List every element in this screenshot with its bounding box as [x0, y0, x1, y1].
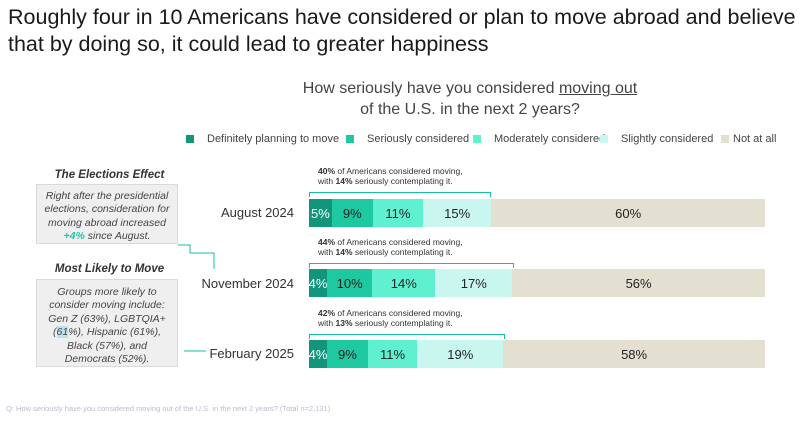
legend-label: Definitely planning to move: [207, 133, 340, 145]
chart-title-part1: How seriously have you considered: [302, 80, 559, 97]
most-likely-mark: 61: [56, 326, 69, 339]
bar-segment-slightly-considered: 17%: [435, 269, 513, 297]
data-label: 9%: [342, 205, 362, 221]
chart-title-underlined: moving out: [558, 80, 638, 97]
data-label: 56%: [625, 275, 652, 291]
most-likely-text: Groups more likely to consider moving in…: [48, 286, 166, 339]
data-label: 19%: [447, 346, 474, 362]
most-likely-title: Most Likely to Move: [54, 263, 165, 275]
bar-segment-not-at-all: 56%: [512, 269, 765, 297]
legend-label: Seriously considered: [367, 133, 470, 145]
annotation-pre: with: [318, 318, 336, 328]
connector-elections: [178, 244, 215, 269]
bar-segment-moderately-considered: 14%: [372, 269, 436, 297]
annotation-pct2: 13%: [335, 318, 353, 328]
bar-segment-seriously-considered: 9%: [331, 199, 373, 227]
annotation-feb-2025: 42% of Americans considered moving, with…: [318, 308, 463, 328]
bar-segment-not-at-all: 60%: [491, 199, 765, 227]
bar-segment-seriously-considered: 9%: [327, 340, 368, 368]
data-label: 14%: [390, 275, 417, 291]
chart-title-part2: of the U.S. in the next 2 years?: [360, 101, 580, 118]
annotation-pct: 40%: [318, 166, 336, 176]
data-label: 4%: [309, 346, 328, 362]
bar-segment-definitely-planning: 4%: [309, 269, 328, 297]
row-label-aug-2024: August 2024: [220, 205, 294, 220]
annotation-pct: 44%: [318, 237, 336, 247]
legend-label: Not at all: [733, 133, 777, 145]
legend-label: Moderately considered: [494, 133, 606, 145]
bar-segment-moderately-considered: 11%: [372, 199, 423, 227]
bar-segment-definitely-planning: 4%: [309, 340, 328, 368]
bar-aug-2024: 5% 9% 11% 15% 60%: [309, 199, 765, 227]
annotation-text: of Americans considered moving,: [335, 237, 463, 247]
most-likely-text-end: %), Hispanic (61%), Black (57%), and Dem…: [64, 326, 161, 366]
elections-effect-highlight: +4%: [63, 230, 85, 243]
data-label: 60%: [615, 205, 642, 221]
row-label-nov-2024: November 2024: [201, 276, 295, 291]
elections-effect-text: Right after the presidential elections, …: [44, 190, 170, 229]
legend-swatch: [600, 135, 608, 143]
elections-effect-title: The Elections Effect: [54, 169, 165, 181]
legend-item-definitely: Definitely planning to move: [186, 133, 339, 145]
bracket-feb-2025: [309, 334, 506, 339]
legend-item-moderately: Moderately considered: [473, 133, 605, 145]
legend-item-slightly: Slightly considered: [600, 133, 713, 145]
annotation-pre: with: [318, 176, 336, 186]
bar-segment-not-at-all: 58%: [503, 340, 766, 368]
data-label: 9%: [337, 346, 357, 362]
annotation-text2: seriously contemplating it.: [352, 247, 453, 257]
annotation-text2: seriously contemplating it.: [352, 176, 453, 186]
legend-swatch: [346, 135, 354, 143]
bar-nov-2024: 4% 10% 14% 17% 56%: [309, 269, 765, 297]
bracket-aug-2024: [309, 192, 492, 197]
legend-item-not-at-all: Not at all: [721, 133, 776, 145]
annotation-nov-2024: 44% of Americans considered moving, with…: [318, 237, 463, 257]
legend-swatch: [473, 135, 481, 143]
legend-item-seriously: Seriously considered: [346, 133, 469, 145]
annotation-aug-2024: 40% of Americans considered moving, with…: [318, 166, 463, 186]
annotation-pct2: 14%: [335, 247, 353, 257]
bar-segment-slightly-considered: 15%: [422, 199, 492, 227]
data-label: 15%: [444, 205, 471, 221]
annotation-pct2: 14%: [335, 176, 353, 186]
data-label: 5%: [311, 205, 330, 221]
legend-swatch: [186, 135, 194, 143]
chart-legend: Definitely planning to move Seriously co…: [186, 133, 796, 153]
data-label: 11%: [385, 205, 411, 221]
annotation-text: of Americans considered moving,: [335, 166, 463, 176]
elections-effect-text-end: since August.: [84, 230, 151, 243]
bar-segment-definitely-planning: 5%: [309, 199, 332, 227]
most-likely-box: Groups more likely to consider moving in…: [36, 279, 178, 367]
footnote: Q: How seriously have you considered mov…: [6, 404, 331, 413]
chart-title: How seriously have you considered moving…: [250, 78, 690, 120]
row-label-feb-2025: February 2025: [209, 346, 294, 361]
data-label: 11%: [379, 346, 406, 362]
bar-segment-slightly-considered: 19%: [417, 340, 504, 368]
data-label: 10%: [336, 275, 363, 291]
legend-label: Slightly considered: [621, 133, 714, 145]
legend-swatch: [721, 135, 729, 143]
bar-segment-moderately-considered: 11%: [367, 340, 418, 368]
data-label: 58%: [621, 346, 648, 362]
annotation-text: of Americans considered moving,: [335, 308, 463, 318]
data-label: 4%: [309, 275, 328, 291]
data-label: 17%: [460, 275, 487, 291]
annotation-pct: 42%: [318, 308, 336, 318]
annotation-pre: with: [318, 247, 336, 257]
headline: Roughly four in 10 Americans have consid…: [8, 5, 796, 56]
annotation-text2: seriously contemplating it.: [352, 318, 453, 328]
elections-effect-box: Right after the presidential elections, …: [36, 184, 178, 244]
bracket-nov-2024: [309, 263, 515, 268]
bar-segment-seriously-considered: 10%: [327, 269, 373, 297]
bar-feb-2025: 4% 9% 11% 19% 58%: [309, 340, 766, 368]
